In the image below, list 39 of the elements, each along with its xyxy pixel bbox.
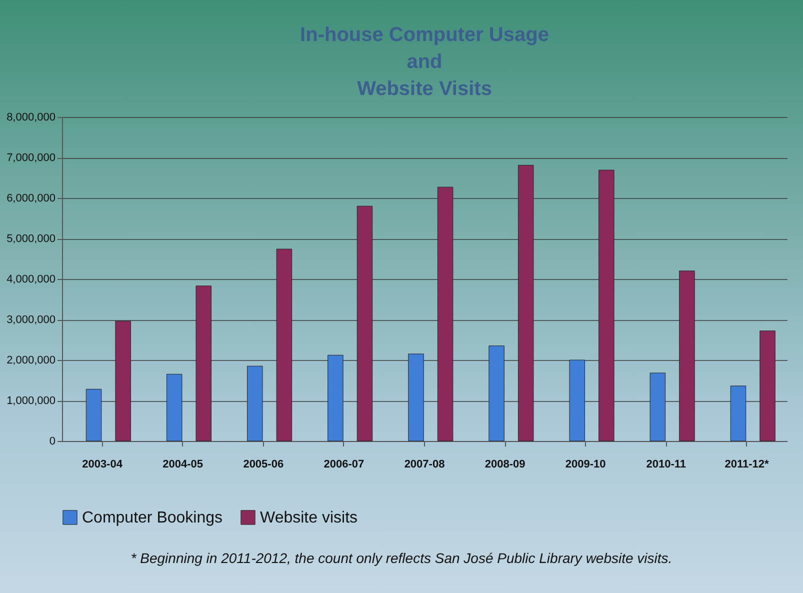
x-tick-label: 2007-08 (404, 458, 445, 470)
y-tick-label: 7,000,000 (6, 152, 56, 164)
y-tick-label: 8,000,000 (6, 112, 56, 124)
x-tick-label: 2010-11 (646, 458, 686, 470)
x-tick-label: 2003-04 (82, 458, 124, 470)
x-tick-label: 2004-05 (162, 458, 204, 470)
bar (679, 270, 695, 442)
legend-label: Computer Bookings (82, 509, 223, 526)
bar (166, 374, 182, 442)
y-tick-label: 4,000,000 (6, 274, 56, 286)
y-tick-label: 5,000,000 (6, 233, 56, 245)
x-tick-label: 2005-06 (243, 458, 284, 470)
y-tick-label: 6,000,000 (6, 192, 56, 204)
y-tick-label: 2,000,000 (6, 354, 56, 366)
x-tick-label: 2011-12* (724, 458, 770, 470)
bar (328, 354, 344, 442)
text: * Beginning in 2011-2012, the count only reflects San José Public Library website visits. (130, 550, 674, 566)
y-tick-label: 0 (49, 436, 56, 448)
bar (276, 248, 292, 442)
bar (196, 286, 212, 442)
bar (760, 330, 776, 442)
x-tick-label: 2008-09 (484, 458, 526, 470)
bar (569, 360, 585, 442)
bar (730, 386, 746, 442)
bar (650, 372, 666, 442)
bar (488, 346, 504, 442)
y-tick-label: 1,000,000 (6, 395, 56, 407)
bar (356, 206, 373, 442)
bar (247, 366, 263, 442)
bar (518, 164, 534, 442)
bar (408, 354, 424, 442)
bar (115, 320, 131, 442)
x-tick-label: 2006-07 (324, 458, 364, 470)
bar (598, 170, 614, 442)
y-tick-label: 3,000,000 (6, 314, 56, 326)
bar (437, 186, 454, 442)
x-tick-label: 2009-10 (565, 458, 606, 470)
bar (86, 388, 102, 442)
legend-label: Website visits (260, 509, 358, 526)
